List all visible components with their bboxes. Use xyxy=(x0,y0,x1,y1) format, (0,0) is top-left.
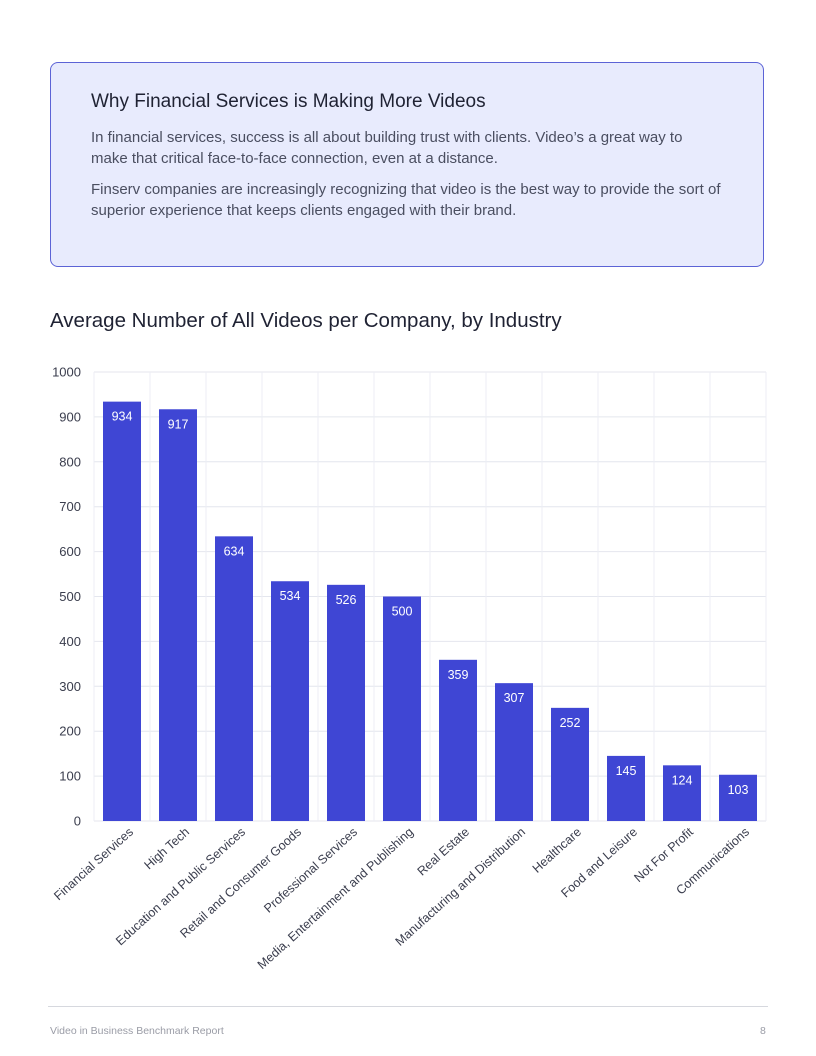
bar-value-label: 359 xyxy=(448,668,469,682)
bar xyxy=(439,659,477,821)
bar xyxy=(215,536,253,821)
bar-chart: 0 100 200 300 400 500 600 700 800 900 1000 934 Finan… xyxy=(51,365,767,972)
y-tick-label: 300 xyxy=(59,679,81,694)
bar-value-label: 917 xyxy=(168,417,189,431)
bar xyxy=(271,581,309,821)
x-category-label: Financial Services xyxy=(51,825,136,903)
footer-page-number: 8 xyxy=(760,1025,766,1037)
x-category-label: Real Estate xyxy=(415,825,472,879)
bar-value-label: 634 xyxy=(224,544,245,558)
x-category-label: High Tech xyxy=(141,825,192,872)
bar-value-label: 934 xyxy=(112,410,133,424)
y-tick-label: 800 xyxy=(59,454,81,469)
callout-paragraph-2: Finserv companies are increasingly recog… xyxy=(91,181,721,219)
bar-value-label: 252 xyxy=(560,716,581,730)
y-tick-label: 0 xyxy=(74,814,81,829)
y-tick-label: 200 xyxy=(59,724,81,739)
footer-divider xyxy=(48,1006,768,1007)
callout-box: Why Financial Services is Making More Vi… xyxy=(50,62,764,267)
y-tick-label: 700 xyxy=(59,499,81,514)
bar xyxy=(551,707,589,821)
bar xyxy=(495,683,533,821)
bar-value-label: 103 xyxy=(728,783,749,797)
bar xyxy=(663,765,701,821)
bar-value-label: 500 xyxy=(392,605,413,619)
bar xyxy=(103,401,141,821)
bar xyxy=(327,584,365,821)
y-tick-label: 900 xyxy=(59,409,81,424)
bar xyxy=(719,774,757,821)
callout-title: Why Financial Services is Making More Vi… xyxy=(91,91,486,112)
bar xyxy=(607,755,645,821)
bar-value-label: 145 xyxy=(616,764,637,778)
bar-value-label: 526 xyxy=(336,593,357,607)
bar-value-label: 307 xyxy=(504,691,525,705)
callout-paragraph-1: In financial services, success is all ab… xyxy=(91,129,683,167)
bar xyxy=(383,596,421,821)
x-category-label: Healthcare xyxy=(530,825,584,876)
chart-title: Average Number of All Videos per Company… xyxy=(50,309,562,332)
footer-report-name: Video in Business Benchmark Report xyxy=(50,1025,224,1037)
bar xyxy=(159,409,197,821)
x-category-label: Professional Services xyxy=(261,825,360,916)
y-tick-label: 100 xyxy=(59,769,81,784)
bar-value-label: 534 xyxy=(280,589,301,603)
y-tick-label: 500 xyxy=(59,589,81,604)
y-tick-label: 600 xyxy=(59,544,81,559)
y-tick-label: 1000 xyxy=(52,365,81,380)
y-tick-label: 400 xyxy=(59,634,81,649)
bar-value-label: 124 xyxy=(672,773,693,787)
